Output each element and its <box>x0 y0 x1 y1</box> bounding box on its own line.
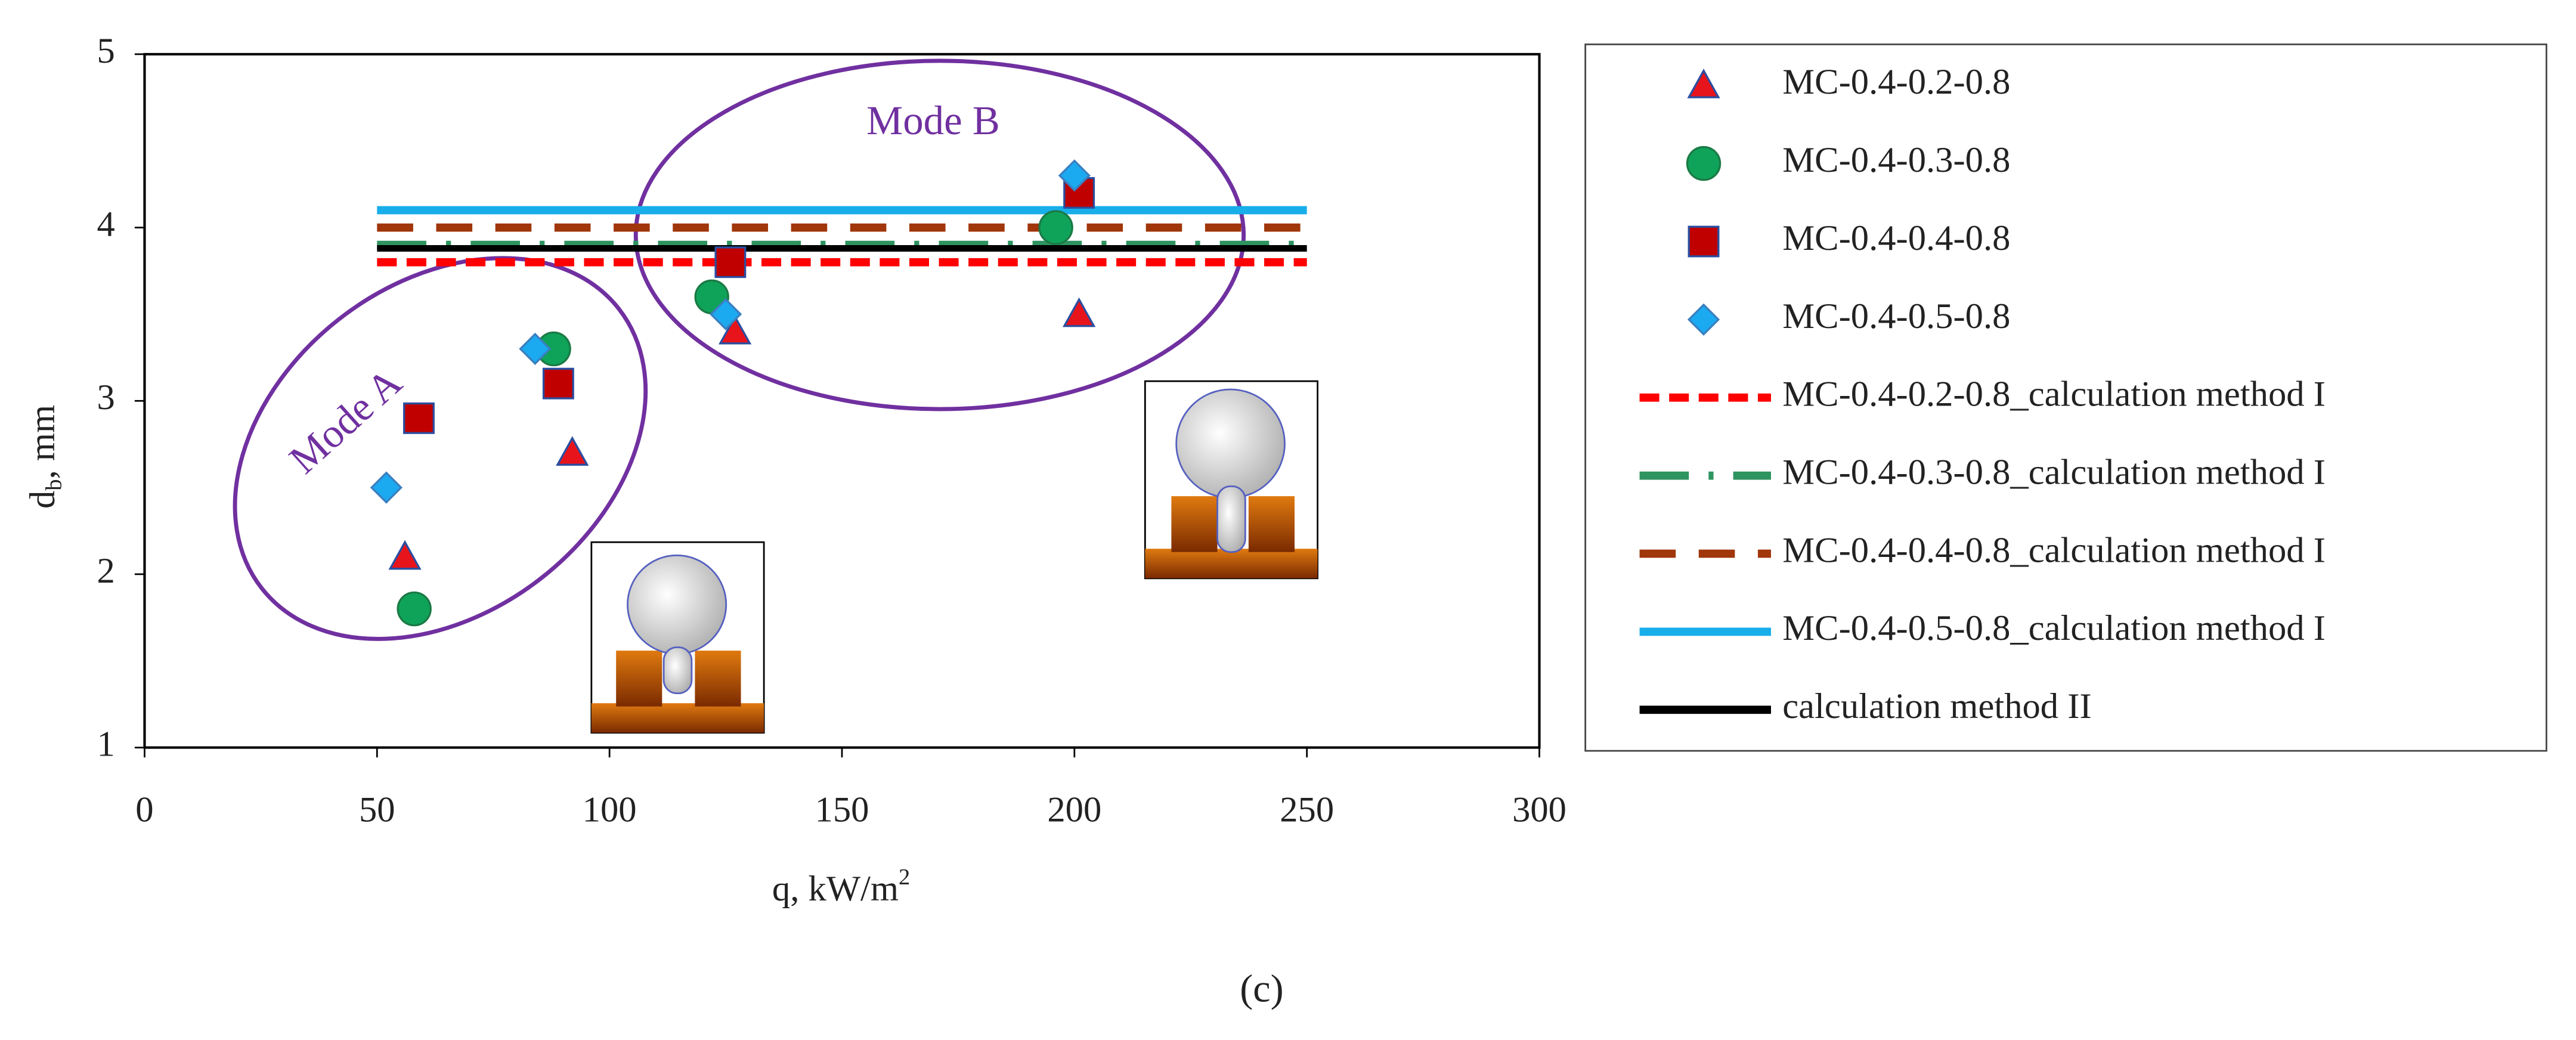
y-tick-label: 1 <box>97 724 115 764</box>
marker <box>397 591 432 627</box>
marker <box>709 298 742 331</box>
y-axis-label-sub: b <box>42 479 67 490</box>
caption: (c) <box>1240 967 1283 1010</box>
x-tick-label: 300 <box>1512 790 1566 830</box>
legend-swatch <box>1687 303 1720 336</box>
legend-label: MC-0.4-0.3-0.8_calculation method I <box>1782 453 2326 493</box>
x-tick-label: 250 <box>1280 790 1334 830</box>
x-tick-label: 50 <box>359 790 395 830</box>
marker <box>370 471 403 504</box>
mode-ellipse <box>633 58 1246 411</box>
inset-image <box>1144 380 1318 580</box>
legend-label: MC-0.4-0.4-0.8 <box>1782 218 2010 258</box>
marker <box>714 246 747 278</box>
x-tick-label: 150 <box>815 790 869 830</box>
y-tick-label: 2 <box>97 551 115 591</box>
marker <box>388 540 422 570</box>
legend-label: MC-0.4-0.5-0.8 <box>1782 296 2010 336</box>
y-tick-label: 3 <box>97 377 115 417</box>
marker <box>719 314 752 345</box>
legend-label: calculation method II <box>1782 686 2091 726</box>
x-axis-label-sup: 2 <box>899 865 910 890</box>
y-tick-label: 5 <box>97 31 115 71</box>
marker <box>1058 159 1091 192</box>
x-axis-label: q, kW/m2 <box>772 865 910 909</box>
inset-image <box>590 541 765 734</box>
y-axis-label: db, mm <box>23 405 66 509</box>
mode-ellipse <box>233 256 648 641</box>
legend-swatch <box>1688 225 1720 258</box>
marker <box>403 402 435 434</box>
annotation: Mode A <box>281 359 410 482</box>
y-tick-label: 4 <box>97 204 115 244</box>
marker <box>1038 210 1073 245</box>
legend-label: MC-0.4-0.4-0.8_calculation method I <box>1782 530 2326 570</box>
marker <box>519 332 552 366</box>
legend-label: MC-0.4-0.5-0.8_calculation method I <box>1782 608 2326 648</box>
y-axis-label-text: d <box>23 491 63 509</box>
marker <box>542 367 574 400</box>
x-tick-label: 200 <box>1047 790 1101 830</box>
legend-label: MC-0.4-0.2-0.8_calculation method I <box>1782 374 2326 414</box>
x-tick-label: 0 <box>135 790 153 830</box>
legend-swatch <box>1687 69 1720 98</box>
legend-swatch <box>1686 146 1722 181</box>
marker <box>1063 297 1096 327</box>
legend-label: MC-0.4-0.3-0.8 <box>1782 140 2010 180</box>
y-axis-label-text: , mm <box>23 405 63 479</box>
x-tick-label: 100 <box>583 790 637 830</box>
x-axis-label-text: q, kW/m <box>772 869 899 909</box>
legend-label: MC-0.4-0.2-0.8 <box>1782 62 2010 102</box>
marker <box>556 436 589 466</box>
annotation: Mode B <box>866 98 1000 143</box>
